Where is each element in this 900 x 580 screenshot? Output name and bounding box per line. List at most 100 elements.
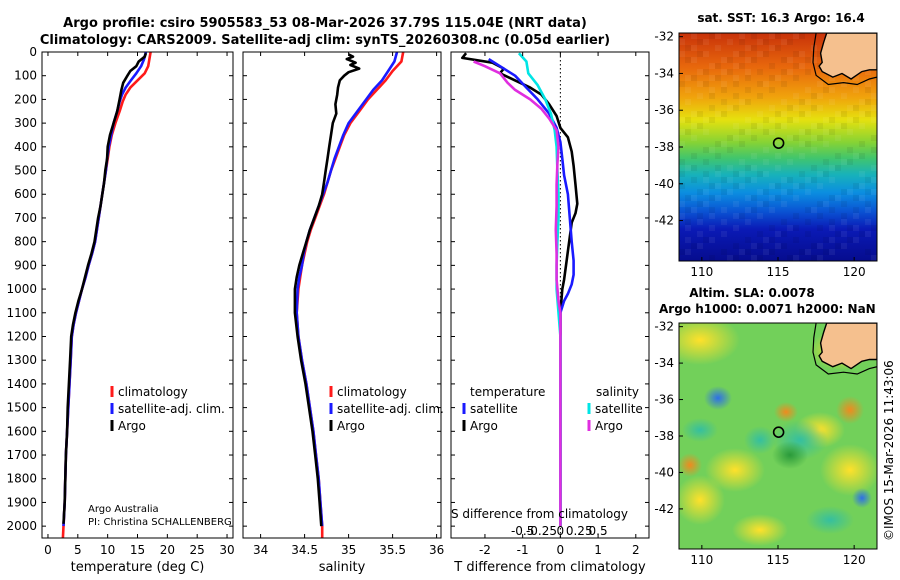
sst-cell [733,75,739,81]
sst-cell [775,33,781,39]
sla-map-title-line2: Argo h1000: 0.0071 h2000: NaN [659,302,876,316]
sst-cell [781,189,787,195]
map-lon-label: 110 [690,265,713,279]
sst-cell [817,135,823,141]
sst-cell [745,45,751,51]
sst-cell [751,153,757,159]
sst-cell [703,129,709,135]
sst-cell [865,219,871,225]
sst-cell [859,195,865,201]
sst-cell [685,219,691,225]
sst-cell [799,141,805,147]
sla-anomaly-blob [704,386,732,410]
sst-cell [721,57,727,63]
sst-cell [697,81,703,87]
top-x-tick-label: 0 [557,524,565,538]
sst-cell [841,111,847,117]
sst-cell [763,171,769,177]
sst-cell [865,201,871,207]
sst-cell [715,63,721,69]
sst-cell [739,129,745,135]
chart-title-line2: Climatology: CARS2009. Satellite-adj cli… [39,33,611,48]
sst-cell [853,207,859,213]
sst-cell [709,87,715,93]
sst-cell [859,141,865,147]
sst-cell [757,111,763,117]
sst-cell [799,249,805,255]
sst-cell [763,201,769,207]
sst-cell [853,195,859,201]
sst-cell [763,147,769,153]
sst-cell [691,75,697,81]
sst-cell [769,75,775,81]
sst-cell [793,183,799,189]
sst-cell [691,165,697,171]
map-lat-label: -32 [654,320,674,334]
sst-cell [775,195,781,201]
x-tick-label: 36 [429,543,444,557]
legend-label-satellite: satellite-adj. clim. [118,402,225,416]
credit-line2: PI: Christina SCHALLENBERG [88,517,232,528]
sst-cell [727,147,733,153]
sst-cell [811,57,817,63]
sst-map-field [679,33,877,261]
sla-anomaly-blob [820,444,877,496]
sst-cell [703,201,709,207]
sst-cell [709,183,715,189]
map-lat-label: -42 [654,214,674,228]
sla-anomaly-blob [772,441,808,469]
sst-cell [691,207,697,213]
sst-cell [691,111,697,117]
sst-cell [709,213,715,219]
sst-cell [841,243,847,249]
sst-cell [799,51,805,57]
sst-cell [787,135,793,141]
y-tick-label: 300 [14,116,37,130]
sst-cell [721,141,727,147]
sst-cell [721,69,727,75]
sst-cell [763,159,769,165]
sst-cell [865,249,871,255]
sst-cell [829,195,835,201]
legend-label-argo: Argo [337,419,365,433]
sst-cell [691,135,697,141]
y-tick-label: 1900 [6,495,37,509]
sst-cell [679,51,685,57]
sst-cell [763,39,769,45]
sst-cell [721,87,727,93]
sst-cell [817,243,823,249]
sst-cell [715,111,721,117]
sst-cell [817,255,823,261]
sst-cell [799,33,805,39]
sst-cell [757,213,763,219]
sst-cell [745,249,751,255]
y-tick-label: 200 [14,92,37,106]
sst-cell [709,237,715,243]
sst-cell [781,123,787,129]
sst-cell [721,219,727,225]
x-tick-label: -2 [479,543,491,557]
sst-cell [853,183,859,189]
sst-cell [841,231,847,237]
sst-cell [697,69,703,75]
legend-label-s-argo: Argo [595,419,623,433]
sst-cell [781,57,787,63]
x-tick-label: 35.5 [379,543,406,557]
imos-timestamp: ©IMOS 15-Mar-2026 11:43:06 [882,360,896,541]
sst-cell [751,165,757,171]
legend-title-salinity: salinity [596,385,639,399]
sst-cell [811,177,817,183]
top-x-tick-label: 0.25 [566,524,593,538]
sst-cell [715,75,721,81]
sst-cell [871,225,877,231]
sst-cell [715,33,721,39]
sst-cell [721,111,727,117]
sst-cell [679,39,685,45]
sst-cell [841,81,847,87]
sst-cell [793,195,799,201]
sst-cell [727,39,733,45]
sst-cell [853,87,859,93]
sst-cell [757,243,763,249]
y-tick-label: 2000 [6,519,37,533]
sst-cell [811,255,817,261]
